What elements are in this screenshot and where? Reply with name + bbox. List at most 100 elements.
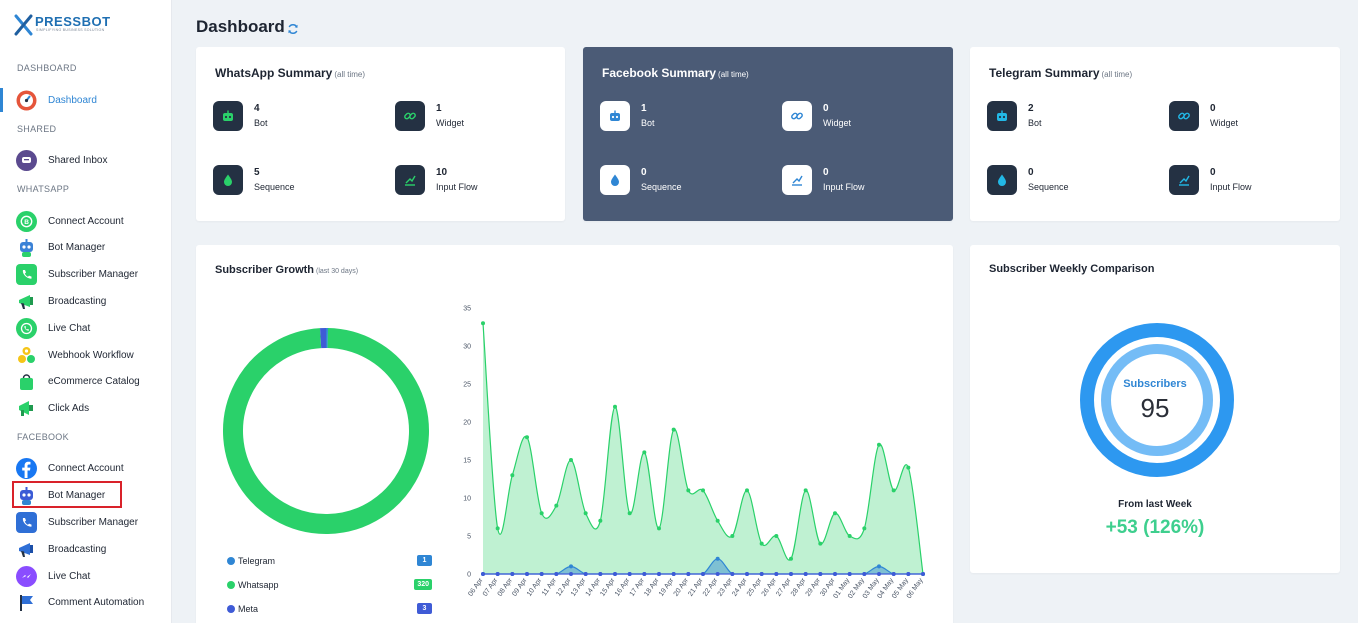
data-point-whatsapp[interactable] — [759, 541, 764, 546]
data-point-whatsapp[interactable] — [877, 442, 881, 447]
sidebar-item-fb-live-chat[interactable]: Live Chat — [16, 564, 166, 588]
data-point-meta[interactable] — [833, 572, 837, 576]
sidebar-item-fb-comment-automation[interactable]: Comment Automation — [16, 590, 166, 614]
data-point-meta[interactable] — [539, 572, 544, 576]
sidebar-item-fb-subscriber-manager[interactable]: Subscriber Manager — [16, 510, 166, 534]
data-point-whatsapp[interactable] — [862, 526, 867, 531]
stat-sequence[interactable]: 0 Sequence — [987, 165, 1069, 195]
data-point-meta[interactable] — [730, 572, 735, 576]
stat-sequence[interactable]: 5 Sequence — [213, 165, 295, 195]
data-point-whatsapp[interactable] — [539, 511, 544, 516]
data-point-meta[interactable] — [906, 572, 911, 576]
legend-item-meta[interactable]: Meta 3 — [227, 602, 432, 616]
data-point-whatsapp[interactable] — [481, 321, 485, 326]
data-point-meta[interactable] — [569, 572, 573, 576]
sidebar-item-fb-broadcasting[interactable]: Broadcasting — [16, 537, 166, 561]
brand-logo[interactable]: PRESSBOT SIMPLIFYING BUSINESS SOLUTION — [14, 14, 111, 38]
sidebar-item-dashboard[interactable]: Dashboard — [16, 88, 166, 112]
data-point-whatsapp[interactable] — [554, 503, 559, 508]
data-point-whatsapp[interactable] — [906, 465, 911, 470]
stat-input-flow[interactable]: 10 Input Flow — [395, 165, 478, 195]
data-point-whatsapp[interactable] — [510, 473, 515, 478]
data-point-whatsapp[interactable] — [833, 511, 837, 516]
data-point-whatsapp[interactable] — [583, 511, 588, 516]
data-point-whatsapp[interactable] — [613, 404, 617, 409]
sidebar-item-wa-ecommerce-catalog[interactable]: eCommerce Catalog — [16, 369, 166, 393]
data-point-meta[interactable] — [745, 572, 749, 576]
data-point-whatsapp[interactable] — [730, 534, 735, 538]
data-point-whatsapp[interactable] — [569, 458, 573, 462]
data-point-meta[interactable] — [803, 572, 808, 576]
data-point-whatsapp[interactable] — [495, 526, 500, 531]
sidebar-item-wa-subscriber-manager[interactable]: Subscriber Manager — [16, 262, 166, 286]
data-point-whatsapp[interactable] — [671, 427, 676, 432]
donut-slice-whatsapp[interactable] — [223, 328, 429, 534]
data-point-meta[interactable] — [481, 572, 485, 576]
legend-dot — [227, 557, 235, 565]
data-point-meta[interactable] — [847, 572, 852, 576]
data-point-meta[interactable] — [671, 572, 676, 576]
stat-bot[interactable]: 2 Bot — [987, 101, 1042, 131]
stat-sequence[interactable]: 0 Sequence — [600, 165, 682, 195]
data-point-whatsapp[interactable] — [627, 511, 632, 516]
sidebar-item-wa-connect-account[interactable]: B Connect Account — [16, 209, 166, 233]
data-point-whatsapp[interactable] — [745, 488, 749, 493]
data-point-meta[interactable] — [525, 572, 529, 576]
data-point-meta[interactable] — [789, 572, 793, 576]
data-point-meta[interactable] — [554, 572, 559, 576]
sidebar-item-fb-connect-account[interactable]: Connect Account — [16, 456, 166, 480]
data-point-meta[interactable] — [657, 572, 661, 576]
data-point-meta[interactable] — [715, 572, 720, 576]
sidebar-item-wa-broadcasting[interactable]: Broadcasting — [16, 289, 166, 313]
data-point-telegram[interactable] — [569, 564, 573, 569]
sidebar-item-wa-live-chat[interactable]: Live Chat — [16, 316, 166, 340]
data-point-whatsapp[interactable] — [847, 534, 852, 538]
sidebar-item-shared-inbox[interactable]: Shared Inbox — [16, 148, 166, 172]
stat-value: 10 — [436, 167, 448, 178]
data-point-meta[interactable] — [686, 572, 691, 576]
data-point-whatsapp[interactable] — [701, 488, 705, 493]
data-point-meta[interactable] — [862, 572, 867, 576]
data-point-meta[interactable] — [510, 572, 515, 576]
data-point-whatsapp[interactable] — [642, 450, 647, 455]
data-point-meta[interactable] — [613, 572, 617, 576]
data-point-whatsapp[interactable] — [789, 556, 793, 561]
data-point-meta[interactable] — [642, 572, 647, 576]
data-point-meta[interactable] — [891, 572, 896, 576]
stat-input-flow[interactable]: 0 Input Flow — [782, 165, 865, 195]
data-point-whatsapp[interactable] — [715, 518, 720, 523]
stat-widget[interactable]: 0 Widget — [1169, 101, 1238, 131]
data-point-whatsapp[interactable] — [598, 518, 603, 523]
stat-widget[interactable]: 0 Widget — [782, 101, 851, 131]
legend-item-whatsapp[interactable]: Whatsapp 320 — [227, 578, 432, 592]
data-point-whatsapp[interactable] — [803, 488, 808, 493]
stat-bot[interactable]: 1 Bot — [600, 101, 655, 131]
sidebar-item-fb-bot-manager[interactable]: Bot Manager — [16, 483, 166, 507]
stat-input-flow[interactable]: 0 Input Flow — [1169, 165, 1252, 195]
legend-item-telegram[interactable]: Telegram 1 — [227, 554, 432, 568]
data-point-telegram[interactable] — [877, 564, 881, 569]
data-point-meta[interactable] — [921, 572, 925, 576]
data-point-meta[interactable] — [583, 572, 588, 576]
data-point-whatsapp[interactable] — [657, 526, 661, 531]
data-point-telegram[interactable] — [715, 556, 720, 561]
data-point-whatsapp[interactable] — [818, 541, 823, 546]
data-point-whatsapp[interactable] — [686, 488, 691, 493]
data-point-meta[interactable] — [818, 572, 823, 576]
stat-bot[interactable]: 4 Bot — [213, 101, 268, 131]
data-point-whatsapp[interactable] — [525, 435, 529, 440]
data-point-whatsapp[interactable] — [774, 534, 779, 538]
sidebar-item-wa-webhook-workflow[interactable]: Webhook Workflow — [16, 343, 166, 367]
sidebar-item-wa-bot-manager[interactable]: Bot Manager — [16, 235, 166, 259]
data-point-meta[interactable] — [877, 572, 881, 576]
data-point-meta[interactable] — [598, 572, 603, 576]
data-point-meta[interactable] — [701, 572, 705, 576]
data-point-whatsapp[interactable] — [891, 488, 896, 493]
data-point-meta[interactable] — [774, 572, 779, 576]
refresh-icon[interactable] — [287, 22, 299, 34]
sidebar-item-wa-click-ads[interactable]: Click Ads — [16, 396, 166, 420]
data-point-meta[interactable] — [627, 572, 632, 576]
data-point-meta[interactable] — [495, 572, 500, 576]
stat-widget[interactable]: 1 Widget — [395, 101, 464, 131]
data-point-meta[interactable] — [759, 572, 764, 576]
